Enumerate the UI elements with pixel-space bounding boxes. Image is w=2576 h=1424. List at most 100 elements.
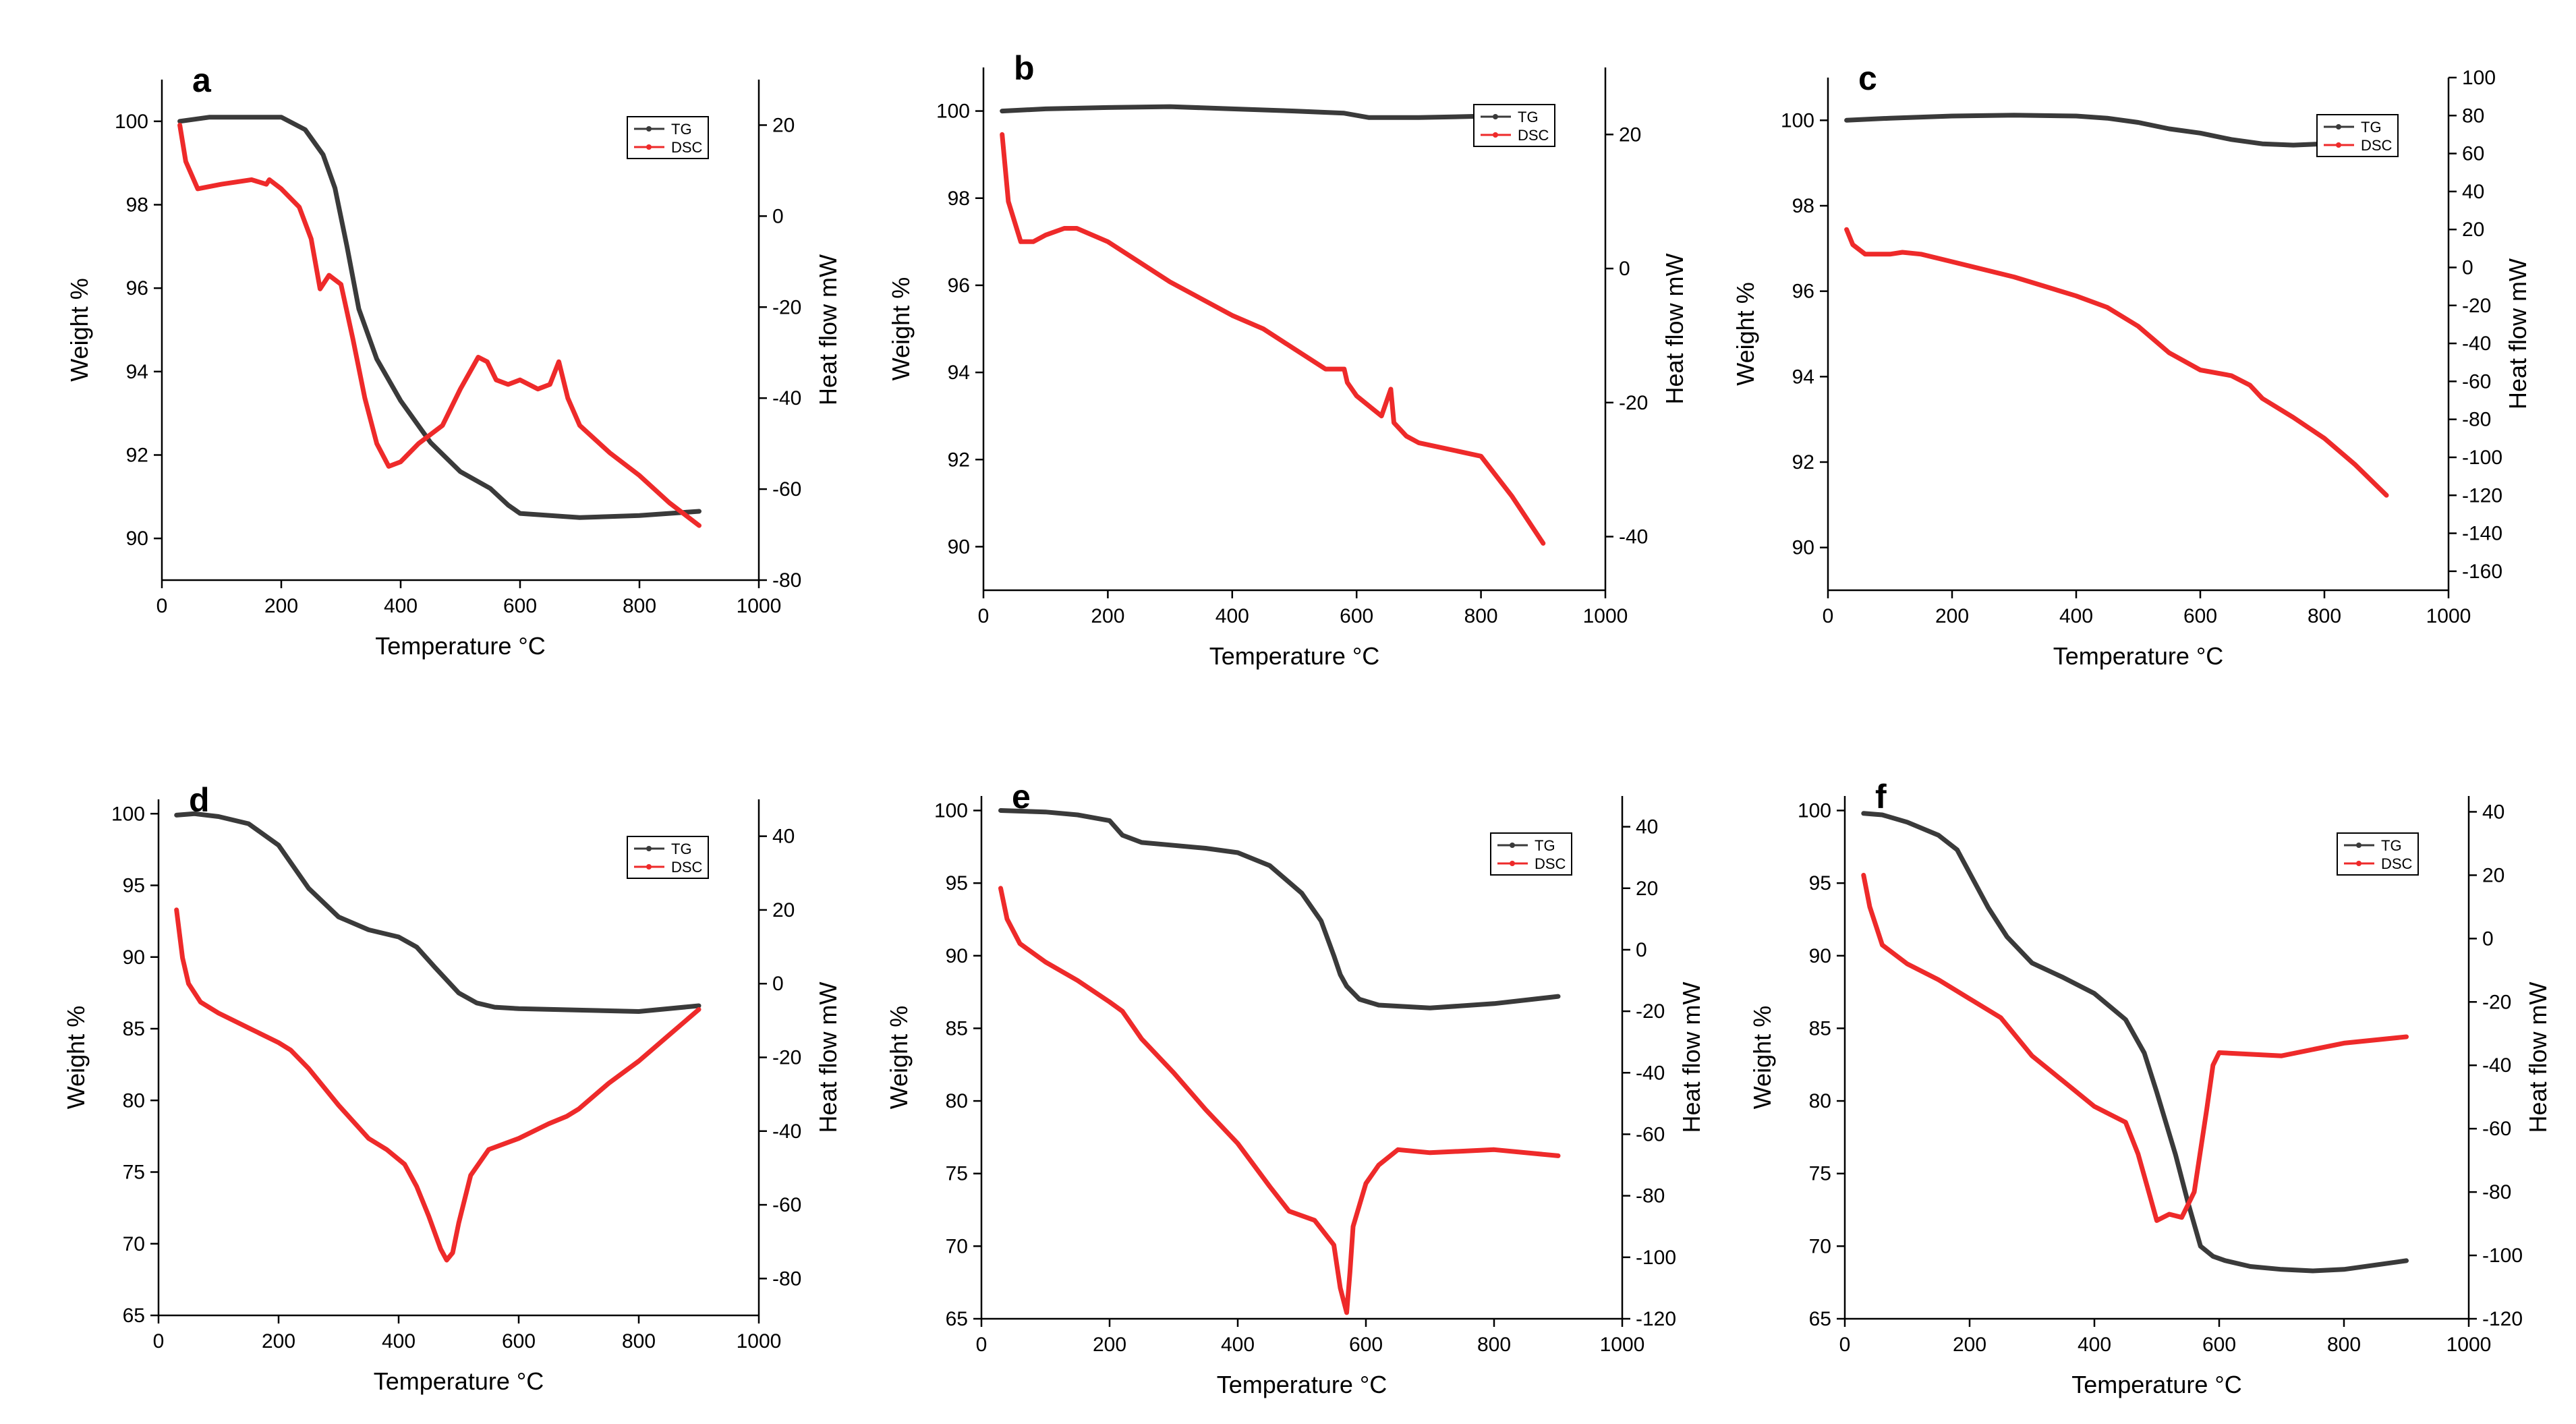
- legend-label-dsc: DSC: [671, 859, 703, 876]
- y-tick-label: 70: [946, 1235, 968, 1257]
- x-tick-label: 1000: [737, 1330, 782, 1352]
- y2-tick-label: 0: [772, 973, 784, 995]
- x-tick-label: 800: [2308, 605, 2341, 627]
- x-tick-label: 0: [1823, 605, 1834, 627]
- x-tick-label: 400: [2059, 605, 2093, 627]
- y-tick-label: 92: [126, 445, 148, 467]
- legend-label-tg: TG: [671, 121, 692, 138]
- y-tick-label: 100: [115, 111, 148, 133]
- y-tick-label: 92: [1792, 451, 1814, 474]
- y-tick-label: 96: [126, 277, 148, 300]
- series-line-dsc: [174, 907, 702, 1263]
- y-axis-title: Weight %: [65, 278, 93, 381]
- y2-tick-label: -80: [772, 1268, 801, 1290]
- x-tick-label: 1000: [2446, 1334, 2492, 1356]
- y-tick-label: 100: [936, 101, 970, 123]
- y2-tick-label: -60: [1636, 1123, 1665, 1145]
- x-tick-label: 200: [1935, 605, 1969, 627]
- y2-tick-label: -40: [2462, 333, 2491, 355]
- x-tick-label: 800: [1477, 1334, 1511, 1356]
- y-tick-label: 98: [126, 194, 148, 217]
- legend-marker-dsc: [646, 864, 652, 870]
- x-axis-title: Temperature °C: [374, 1367, 544, 1395]
- y2-tick-label: -20: [1619, 392, 1648, 414]
- x-tick-label: 200: [1953, 1334, 1986, 1356]
- y-tick-label: 94: [1792, 366, 1814, 388]
- series-line-dsc: [177, 123, 702, 528]
- y2-tick-label: 20: [2462, 219, 2484, 241]
- x-tick-label: 400: [1221, 1334, 1255, 1356]
- y-tick-label: 85: [1809, 1017, 1831, 1039]
- x-tick-label: 400: [382, 1330, 416, 1352]
- y-tick-label: 75: [123, 1162, 145, 1184]
- y-tick-label: 96: [948, 275, 970, 297]
- y2-tick-label: 80: [2462, 105, 2484, 127]
- x-tick-label: 0: [976, 1334, 988, 1356]
- legend-label-dsc: DSC: [1535, 855, 1566, 872]
- x-tick-label: 200: [1093, 1334, 1126, 1356]
- y2-tick-label: -60: [772, 478, 801, 501]
- y2-tick-label: -140: [2462, 523, 2502, 545]
- legend-label-dsc: DSC: [1518, 127, 1549, 144]
- y2-tick-label: 0: [2482, 928, 2494, 950]
- x-tick-label: 1000: [2426, 605, 2471, 627]
- y2-tick-label: -20: [2462, 295, 2491, 317]
- legend-box: [1473, 104, 1555, 147]
- x-tick-label: 0: [153, 1330, 165, 1352]
- x-tick-label: 0: [1839, 1334, 1851, 1356]
- legend-box: [2316, 114, 2399, 157]
- y-tick-label: 65: [123, 1305, 145, 1327]
- y2-axis-title: Heat flow mW: [2524, 981, 2552, 1133]
- y-tick-label: 100: [111, 803, 145, 825]
- y-tick-label: 90: [948, 536, 970, 558]
- y2-tick-label: -100: [1636, 1247, 1676, 1269]
- y-tick-label: 90: [123, 946, 145, 969]
- y-tick-label: 90: [1809, 945, 1831, 967]
- y-axis-title: Weight %: [1731, 282, 1759, 385]
- x-tick-label: 600: [2183, 605, 2217, 627]
- x-tick-label: 800: [622, 1330, 656, 1352]
- series-line-tg: [1000, 104, 1546, 120]
- y2-tick-label: 60: [2462, 143, 2484, 165]
- panel-letter: c: [1858, 59, 1877, 97]
- y-tick-label: 65: [946, 1308, 968, 1330]
- y-tick-label: 92: [948, 449, 970, 471]
- legend-label-tg: TG: [1535, 837, 1555, 854]
- chart-panel-f: 0 200 400 600 800 100065707580859095100-120-1…: [1748, 778, 2552, 1398]
- x-tick-label: 800: [1464, 605, 1498, 627]
- legend-marker-tg: [646, 126, 652, 132]
- legend-label-tg: TG: [2361, 119, 2382, 136]
- y2-tick-label: -40: [1636, 1062, 1665, 1084]
- y2-tick-label: -20: [772, 1047, 801, 1069]
- legend-box: [627, 116, 709, 159]
- series-line-tg: [1844, 113, 2327, 148]
- x-tick-label: 600: [502, 1330, 536, 1352]
- y2-tick-label: 40: [2462, 181, 2484, 203]
- y-tick-label: 80: [1809, 1090, 1831, 1112]
- legend-label-tg: TG: [2381, 837, 2402, 854]
- series-line-tg: [177, 115, 702, 520]
- x-tick-label: 400: [384, 595, 418, 617]
- panel-letter: f: [1875, 778, 1887, 816]
- legend-label-dsc: DSC: [2381, 855, 2413, 872]
- y-tick-label: 100: [1798, 800, 1831, 822]
- y2-tick-label: -120: [2482, 1308, 2523, 1330]
- chart-panel-e: 0 200 400 600 800 100065707580859095100-120-1…: [885, 778, 1705, 1398]
- y2-tick-label: 40: [772, 826, 795, 848]
- x-tick-label: 1000: [1583, 605, 1628, 627]
- y-tick-label: 70: [123, 1233, 145, 1255]
- y-tick-label: 90: [126, 528, 148, 550]
- legend-label-tg: TG: [671, 841, 692, 857]
- x-axis-title: Temperature °C: [375, 632, 546, 660]
- legend-marker-tg: [2356, 843, 2362, 848]
- x-tick-label: 800: [623, 595, 656, 617]
- y2-tick-label: 20: [1619, 123, 1641, 146]
- y2-tick-label: 100: [2462, 67, 2496, 89]
- y2-tick-label: 40: [1636, 816, 1658, 838]
- y-tick-label: 90: [1792, 537, 1814, 559]
- legend-box: [1490, 832, 1572, 876]
- y2-tick-label: -80: [772, 569, 801, 592]
- legend-box: [2337, 832, 2419, 876]
- series-line-dsc: [998, 886, 1561, 1315]
- series-line-tg: [1861, 811, 2409, 1274]
